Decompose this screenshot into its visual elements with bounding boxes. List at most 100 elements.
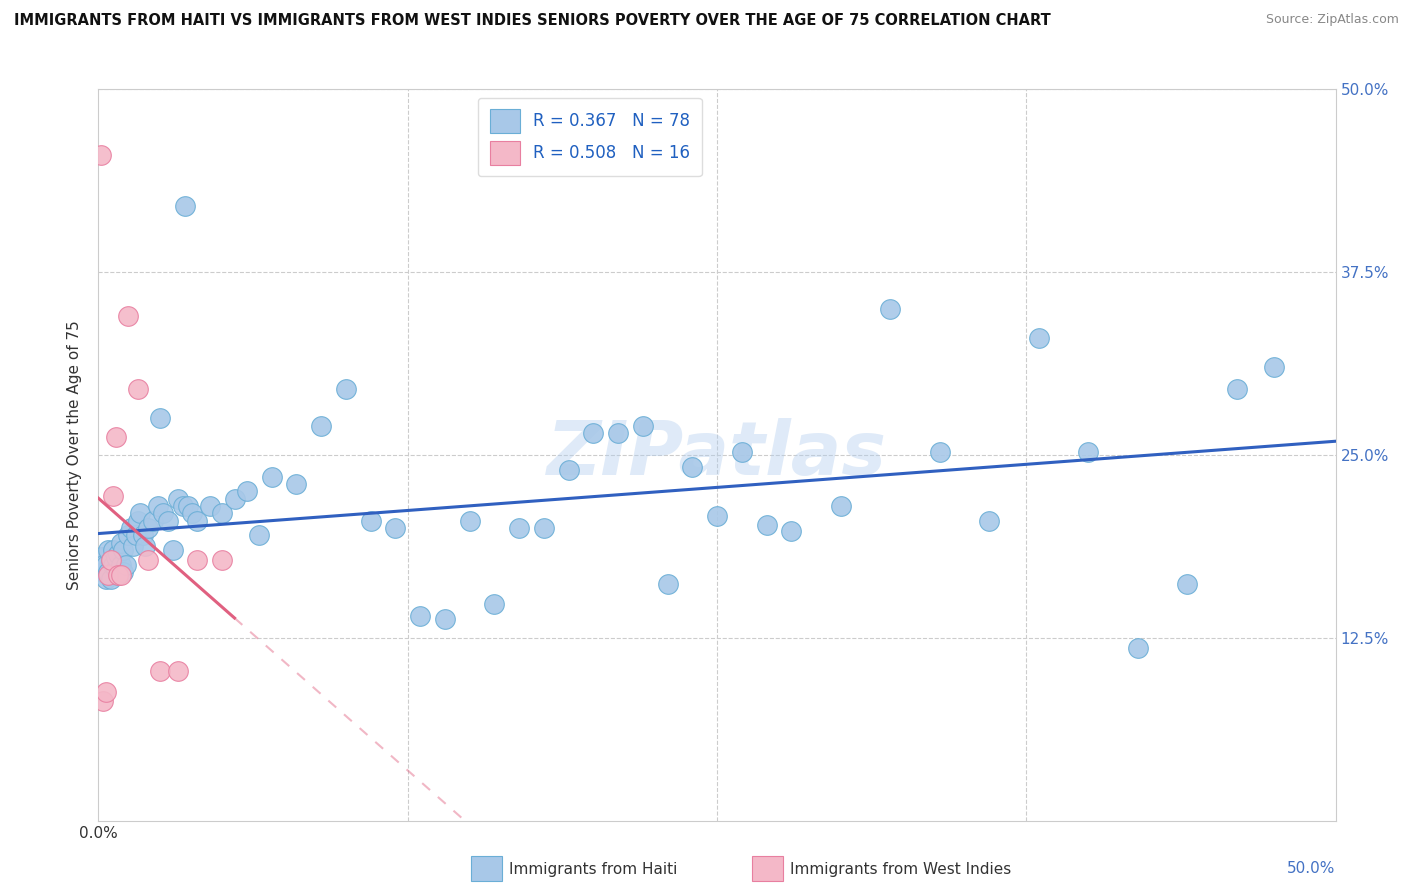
Point (533, 521, 555, 535)
Point (211, 553, 233, 567)
Point (149, 665, 172, 679)
Point (174, 199, 197, 213)
Point (162, 543, 184, 558)
Point (260, 470, 283, 484)
Point (508, 521, 530, 535)
Point (107, 567, 129, 582)
Point (181, 507, 204, 521)
Point (582, 425, 605, 440)
Point (285, 477, 308, 491)
Point (156, 514, 179, 528)
Point (830, 499, 852, 513)
Point (142, 514, 165, 528)
Point (166, 491, 188, 506)
Point (731, 445, 754, 459)
Point (657, 576, 679, 591)
Point (309, 418, 332, 433)
Point (236, 484, 259, 499)
Point (110, 558, 132, 572)
Point (1175, 576, 1198, 591)
Point (132, 528, 155, 542)
Point (103, 558, 125, 572)
Point (122, 539, 145, 553)
Point (247, 528, 270, 542)
Point (928, 445, 950, 459)
Point (103, 489, 125, 503)
Point (112, 565, 135, 579)
Point (93, 558, 115, 572)
Text: 50.0%: 50.0% (1288, 861, 1336, 876)
Point (176, 499, 198, 513)
Point (117, 309, 139, 323)
Point (224, 491, 246, 506)
Point (107, 567, 129, 582)
Point (94, 572, 117, 586)
Point (127, 514, 149, 528)
Point (360, 514, 382, 528)
Point (97, 565, 120, 579)
Text: ZIPatlas: ZIPatlas (547, 418, 887, 491)
Point (186, 553, 208, 567)
Point (149, 411, 172, 425)
Point (124, 528, 146, 542)
Point (104, 550, 127, 565)
Point (120, 521, 142, 535)
Point (172, 499, 194, 513)
Point (1226, 382, 1249, 396)
Point (557, 462, 579, 476)
Point (129, 507, 152, 521)
Point (706, 509, 728, 524)
Point (93, 694, 115, 708)
Point (134, 539, 156, 553)
Point (607, 425, 630, 440)
Point (103, 543, 125, 558)
Text: IMMIGRANTS FROM HAITI VS IMMIGRANTS FROM WEST INDIES SENIORS POVERTY OVER THE AG: IMMIGRANTS FROM HAITI VS IMMIGRANTS FROM… (14, 13, 1050, 29)
Point (100, 553, 122, 567)
Point (979, 514, 1001, 528)
Point (136, 521, 159, 535)
Point (433, 612, 456, 626)
Point (780, 524, 803, 538)
Point (755, 518, 778, 533)
Point (90, 550, 112, 565)
Text: Immigrants from West Indies: Immigrants from West Indies (790, 863, 1011, 877)
Point (97, 543, 120, 558)
Text: Source: ZipAtlas.com: Source: ZipAtlas.com (1265, 13, 1399, 27)
Point (152, 507, 174, 521)
Point (458, 514, 481, 528)
Point (409, 608, 432, 623)
Point (1126, 640, 1149, 655)
Point (631, 418, 654, 433)
Point (94, 685, 117, 699)
Point (110, 567, 132, 582)
Point (107, 548, 129, 562)
Point (127, 382, 149, 396)
Point (117, 528, 139, 542)
Point (90, 148, 112, 162)
Point (100, 572, 122, 586)
Point (681, 459, 703, 474)
Point (1077, 445, 1099, 459)
Point (110, 535, 132, 549)
Point (879, 301, 901, 316)
Point (186, 514, 208, 528)
Point (100, 553, 122, 567)
Point (94, 558, 117, 572)
Point (198, 499, 221, 513)
Point (104, 430, 127, 444)
Point (112, 543, 135, 558)
Point (114, 558, 136, 572)
Y-axis label: Seniors Poverty Over the Age of 75: Seniors Poverty Over the Age of 75 (67, 320, 83, 590)
Text: Immigrants from Haiti: Immigrants from Haiti (509, 863, 678, 877)
Point (93, 565, 115, 579)
Point (384, 521, 406, 535)
Legend: R = 0.367   N = 78, R = 0.508   N = 16: R = 0.367 N = 78, R = 0.508 N = 16 (478, 97, 702, 177)
Point (1263, 360, 1285, 375)
Point (335, 382, 357, 396)
Point (166, 665, 188, 679)
Point (211, 507, 233, 521)
Point (1028, 331, 1050, 345)
Point (484, 597, 506, 611)
Point (97, 567, 120, 582)
Point (136, 553, 159, 567)
